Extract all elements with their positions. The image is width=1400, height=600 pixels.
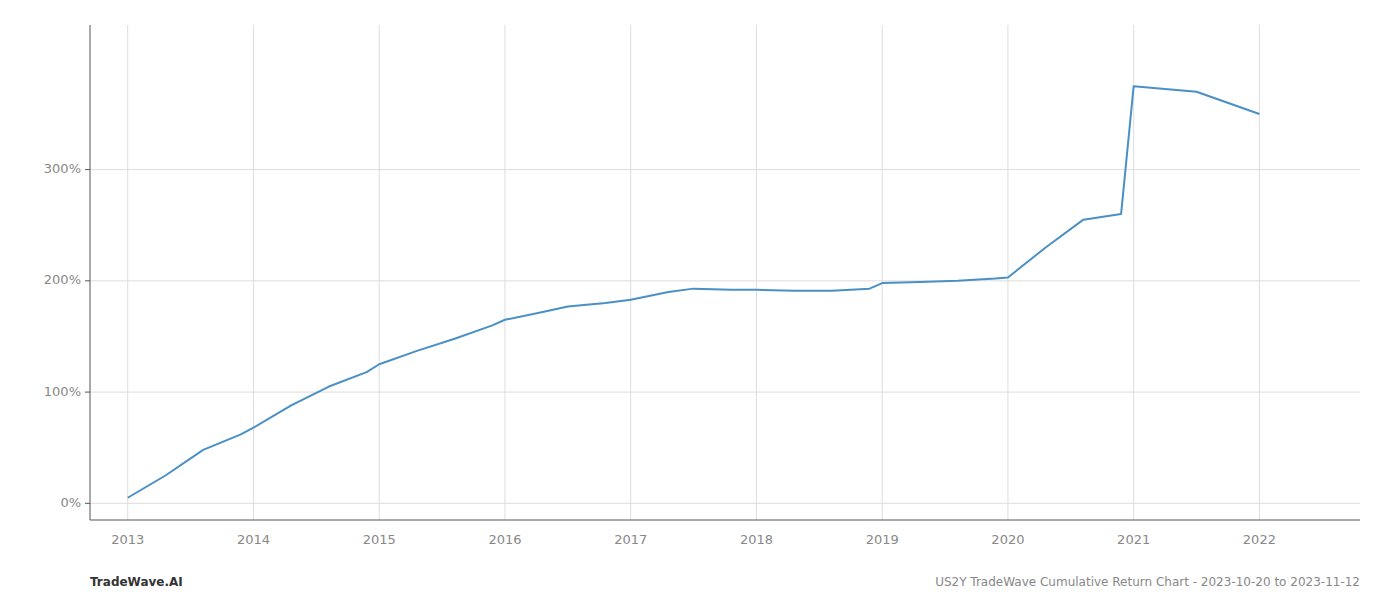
grid-line (127, 25, 128, 520)
tick-label: 2022 (1243, 532, 1276, 547)
grid-line (630, 25, 631, 520)
tick-mark (85, 392, 90, 393)
grid (90, 25, 1360, 520)
tick-label: 2015 (363, 532, 396, 547)
tick-label: 300% (44, 161, 81, 176)
tick-mark (85, 280, 90, 281)
grid-line (504, 25, 505, 520)
x-axis-line (90, 520, 1360, 521)
tick-label: 2019 (866, 532, 899, 547)
grid-line (90, 392, 1360, 393)
tick-label: 2021 (1117, 532, 1150, 547)
tick-label: 2020 (991, 532, 1024, 547)
grid-line (90, 503, 1360, 504)
tick-label: 100% (44, 384, 81, 399)
tick-label: 2014 (237, 532, 270, 547)
tick-mark (85, 169, 90, 170)
grid-line (1007, 25, 1008, 520)
grid-line (90, 280, 1360, 281)
tick-label: 200% (44, 272, 81, 287)
plot-area (128, 86, 1260, 498)
grid-line (379, 25, 380, 520)
tick-label: 2018 (740, 532, 773, 547)
axes: 0% 100% 200% 300% 2013 2014 2015 2016 2017 2018 20… (44, 25, 1360, 547)
tick-label: 2016 (488, 532, 521, 547)
grid-line (90, 169, 1360, 170)
grid-line (756, 25, 757, 520)
data-line (128, 86, 1260, 498)
grid-line (253, 25, 254, 520)
grid-line (882, 25, 883, 520)
tick-label: 2017 (614, 532, 647, 547)
footer-left: TradeWave.AI (90, 575, 183, 589)
tick-label: 2013 (111, 532, 144, 547)
y-axis-line (90, 25, 91, 520)
footer-right: US2Y TradeWave Cumulative Return Chart -… (935, 575, 1360, 589)
grid-line (1259, 25, 1260, 520)
tick-label: 0% (60, 495, 81, 510)
tick-mark (85, 503, 90, 504)
chart: 0% 100% 200% 300% 2013 2014 2015 2016 2017 2018 20… (0, 0, 1400, 600)
